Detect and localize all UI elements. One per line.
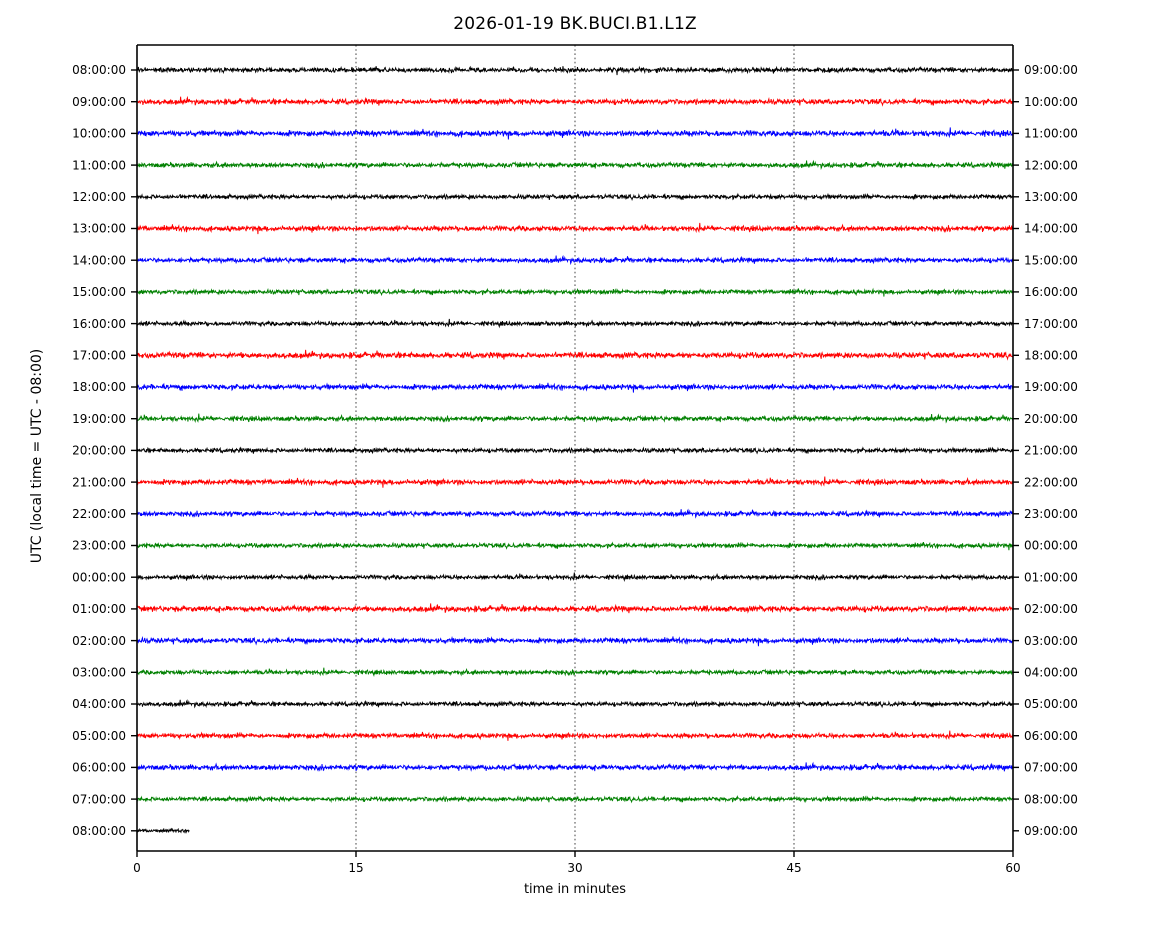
ytick-label-right: 14:00:00 (1024, 222, 1078, 236)
ytick-label-right: 04:00:00 (1024, 666, 1078, 680)
ytick-label-right: 11:00:00 (1024, 127, 1078, 141)
tick-labels: 08:00:00 09:00:00 10:00:00 11:00:00 12:00:00… (72, 63, 1078, 875)
ytick-label-left: 15:00:00 (72, 285, 126, 299)
ytick-label-left: 23:00:00 (72, 539, 126, 553)
ytick-label-left: 18:00:00 (72, 380, 126, 394)
xtick-label: 60 (1005, 861, 1020, 875)
ytick-label-right: 20:00:00 (1024, 412, 1078, 426)
ytick-label-left: 03:00:00 (72, 666, 126, 680)
ytick-label-right: 22:00:00 (1024, 475, 1078, 489)
ytick-label-left: 20:00:00 (72, 444, 126, 458)
ytick-label-left: 12:00:00 (72, 190, 126, 204)
trace-070000 (136, 794, 1014, 804)
xtick-label: 0 (133, 861, 141, 875)
ytick-label-right: 01:00:00 (1024, 570, 1078, 584)
ytick-label-left: 08:00:00 (72, 824, 126, 838)
ytick-label-right: 18:00:00 (1024, 349, 1078, 363)
ytick-label-right: 23:00:00 (1024, 507, 1078, 521)
x-axis-label: time in minutes (523, 882, 627, 897)
ytick-label-right: 05:00:00 (1024, 697, 1078, 711)
trace-120000 (136, 192, 1014, 202)
ytick-label-right: 12:00:00 (1024, 158, 1078, 172)
ytick-label-right: 17:00:00 (1024, 317, 1078, 331)
trace-170000 (136, 349, 1014, 361)
ytick-label-left: 00:00:00 (72, 570, 126, 584)
ytick-label-left: 04:00:00 (72, 697, 126, 711)
trace-190000 (136, 413, 1014, 424)
ytick-label-right: 10:00:00 (1024, 95, 1078, 109)
trace-080000 (136, 827, 190, 834)
ytick-label-left: 21:00:00 (72, 475, 126, 489)
ytick-label-right: 16:00:00 (1024, 285, 1078, 299)
ytick-label-left: 17:00:00 (72, 349, 126, 363)
trace-110000 (136, 159, 1014, 171)
ytick-label-right: 08:00:00 (1024, 792, 1078, 806)
trace-220000 (136, 508, 1014, 519)
trace-040000 (136, 699, 1014, 709)
ytick-label-right: 19:00:00 (1024, 380, 1078, 394)
ytick-label-left: 09:00:00 (72, 95, 126, 109)
ytick-label-left: 07:00:00 (72, 792, 126, 806)
ytick-label-left: 13:00:00 (72, 222, 126, 236)
trace-140000 (136, 254, 1014, 266)
ytick-label-right: 07:00:00 (1024, 761, 1078, 775)
trace-030000 (136, 667, 1014, 678)
ytick-label-left: 22:00:00 (72, 507, 126, 521)
ytick-label-right: 21:00:00 (1024, 444, 1078, 458)
ytick-label-right: 02:00:00 (1024, 602, 1078, 616)
trace-230000 (136, 541, 1014, 551)
trace-180000 (136, 382, 1014, 393)
ytick-label-right: 03:00:00 (1024, 634, 1078, 648)
trace-160000 (136, 318, 1014, 329)
ytick-label-left: 16:00:00 (72, 317, 126, 331)
ytick-label-right: 06:00:00 (1024, 729, 1078, 743)
trace-210000 (136, 476, 1014, 488)
ytick-label-right: 00:00:00 (1024, 539, 1078, 553)
trace-130000 (136, 222, 1014, 235)
ytick-label-right: 15:00:00 (1024, 253, 1078, 267)
ytick-label-left: 08:00:00 (72, 63, 126, 77)
ytick-label-right: 09:00:00 (1024, 824, 1078, 838)
trace-150000 (136, 287, 1014, 297)
ytick-label-left: 14:00:00 (72, 253, 126, 267)
axes-frame (136, 44, 1014, 852)
ytick-label-left: 19:00:00 (72, 412, 126, 426)
xtick-label: 30 (567, 861, 582, 875)
ytick-label-left: 11:00:00 (72, 158, 126, 172)
trace-050000 (136, 730, 1014, 741)
ytick-label-left: 10:00:00 (72, 127, 126, 141)
ytick-label-left: 01:00:00 (72, 602, 126, 616)
ytick-label-left: 02:00:00 (72, 634, 126, 648)
trace-010000 (136, 603, 1014, 614)
trace-080000 (136, 65, 1014, 76)
ytick-label-right: 13:00:00 (1024, 190, 1078, 204)
xtick-label: 45 (786, 861, 801, 875)
trace-020000 (136, 635, 1014, 647)
trace-000000 (136, 572, 1014, 582)
tick-marks (131, 69, 1019, 857)
ytick-label-left: 06:00:00 (72, 761, 126, 775)
ytick-label-right: 09:00:00 (1024, 63, 1078, 77)
trace-090000 (136, 95, 1014, 107)
trace-100000 (136, 127, 1014, 140)
trace-lines (136, 65, 1014, 834)
page-title: 2026-01-19 BK.BUCI.B1.L1Z (453, 14, 697, 34)
ytick-label-left: 05:00:00 (72, 729, 126, 743)
trace-200000 (136, 446, 1014, 455)
trace-060000 (136, 761, 1014, 772)
xtick-label: 15 (348, 861, 363, 875)
